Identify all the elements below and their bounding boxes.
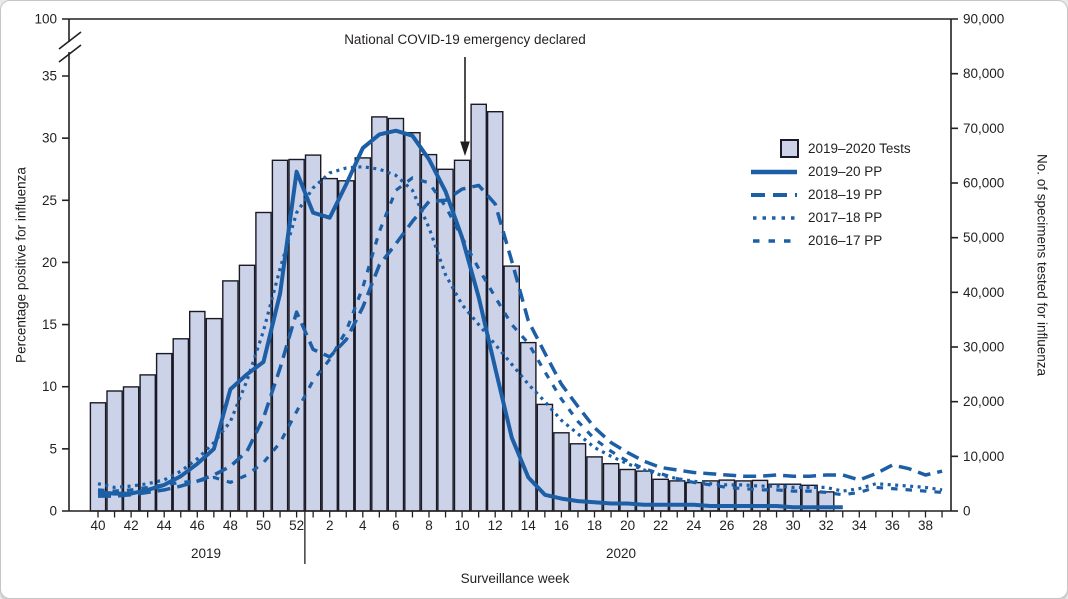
x-tick-label-week-12: 12 bbox=[488, 518, 503, 533]
annotation-arrowhead-icon bbox=[460, 141, 470, 156]
legend: 2019–2020 Tests 2019–20 PP 2018–19 PP 20… bbox=[749, 139, 911, 249]
legend-bar-swatch bbox=[749, 139, 799, 158]
tests-bar-week-11 bbox=[470, 103, 488, 512]
legend-item-2016-17-pp: 2016–17 PP bbox=[749, 232, 911, 249]
x-tick-label-week-44: 44 bbox=[157, 518, 173, 533]
tests-bar-week-12 bbox=[486, 110, 504, 512]
y-right-axis-title: No. of specimens tested for influenza bbox=[1034, 153, 1050, 377]
year-label-2020: 2020 bbox=[605, 546, 637, 561]
x-tick-label-week-36: 36 bbox=[885, 518, 900, 533]
x-axis-title: Surveillance week bbox=[460, 571, 570, 586]
y-left-tick-label-15: 15 bbox=[42, 317, 57, 332]
y-left-tick-label-35: 35 bbox=[42, 69, 57, 84]
tests-bar-week-47 bbox=[205, 317, 223, 512]
x-tick-label-week-16: 16 bbox=[554, 518, 569, 533]
tests-bar-week-49 bbox=[238, 264, 256, 512]
x-tick-label-week-24: 24 bbox=[686, 518, 702, 533]
x-tick-label-week-34: 34 bbox=[852, 518, 868, 533]
year-label-2019: 2019 bbox=[190, 546, 222, 561]
x-tick-label-week-38: 38 bbox=[918, 518, 933, 533]
x-tick-label-week-42: 42 bbox=[124, 518, 139, 533]
x-tick-label-week-14: 14 bbox=[521, 518, 537, 533]
tests-bar-week-4 bbox=[354, 157, 372, 512]
y-left-tick-label-5: 5 bbox=[49, 441, 57, 456]
tests-bar-week-13 bbox=[503, 265, 521, 512]
y-right-tick-label-30000: 30,000 bbox=[963, 340, 1004, 355]
y-left-axis-title: Percentage positive for influenza bbox=[13, 167, 29, 363]
legend-label: 2018–19 PP bbox=[808, 187, 883, 202]
legend-solid-line-swatch bbox=[749, 168, 799, 176]
legend-item-2019-20-pp: 2019–20 PP bbox=[749, 163, 911, 180]
y-left-tick-label-20: 20 bbox=[42, 255, 57, 270]
legend-item-2017-18-pp: 2017–18 PP bbox=[749, 209, 911, 226]
line-2018-19-pp bbox=[98, 183, 943, 498]
y-left-tick-label-100: 100 bbox=[34, 12, 57, 27]
y-right-tick-label-70000: 70,000 bbox=[963, 121, 1004, 136]
x-tick-label-week-20: 20 bbox=[620, 518, 635, 533]
y-right-tick-label-90000: 90,000 bbox=[963, 12, 1004, 27]
y-right-tick-label-20000: 20,000 bbox=[963, 394, 1004, 409]
legend-dotted-swatch bbox=[749, 214, 799, 222]
annotation-covid-emergency: National COVID-19 emergency declared bbox=[344, 32, 586, 47]
line-2019-20-pp bbox=[97, 128, 843, 510]
x-tick-label-week-4: 4 bbox=[359, 518, 367, 533]
x-tick-label-week-50: 50 bbox=[256, 518, 271, 533]
x-tick-label-week-30: 30 bbox=[786, 518, 801, 533]
x-tick-label-week-46: 46 bbox=[190, 518, 205, 533]
tests-bar-week-51 bbox=[271, 159, 289, 512]
y-left-tick-label-30: 30 bbox=[42, 131, 57, 146]
legend-item-2018-19-pp: 2018–19 PP bbox=[749, 186, 911, 203]
x-tick-label-week-22: 22 bbox=[653, 518, 668, 533]
axis-break-slash-1 bbox=[58, 31, 82, 50]
y-right-tick-label-60000: 60,000 bbox=[963, 176, 1004, 191]
x-tick-label-week-48: 48 bbox=[223, 518, 238, 533]
legend-label: 2019–20 PP bbox=[808, 164, 883, 179]
legend-label: 2017–18 PP bbox=[808, 210, 883, 225]
x-tick-label-week-8: 8 bbox=[425, 518, 433, 533]
legend-label: 2016–17 PP bbox=[808, 233, 883, 248]
axis-break-slash-2 bbox=[58, 44, 82, 63]
y-right-tick-label-0: 0 bbox=[963, 504, 971, 519]
legend-label: 2019–2020 Tests bbox=[808, 141, 911, 156]
y-right-tick-label-40000: 40,000 bbox=[963, 285, 1004, 300]
tests-bar-week-10 bbox=[453, 159, 471, 512]
x-tick-label-week-26: 26 bbox=[719, 518, 734, 533]
legend-long-dash-swatch bbox=[749, 191, 799, 199]
x-tick-label-week-18: 18 bbox=[587, 518, 602, 533]
tests-bar-week-2 bbox=[321, 177, 339, 512]
y-right-tick-label-50000: 50,000 bbox=[963, 230, 1004, 245]
x-tick-label-week-2: 2 bbox=[326, 518, 334, 533]
legend-item-tests: 2019–2020 Tests bbox=[749, 139, 911, 158]
tests-bar-week-5 bbox=[371, 116, 388, 512]
x-tick-label-week-10: 10 bbox=[455, 518, 470, 533]
x-tick-label-week-28: 28 bbox=[752, 518, 767, 533]
x-tick-label-week-32: 32 bbox=[819, 518, 834, 533]
tests-bar-week-9 bbox=[437, 168, 454, 512]
x-tick-label-week-40: 40 bbox=[90, 518, 105, 533]
y-right-tick-label-10000: 10,000 bbox=[963, 449, 1004, 464]
y-left-tick-label-0: 0 bbox=[49, 504, 57, 519]
line-2017-18-pp bbox=[97, 165, 943, 493]
y-right-tick-label-80000: 80,000 bbox=[963, 66, 1004, 81]
x-tick-label-week-6: 6 bbox=[392, 518, 400, 533]
y-left-tick-label-25: 25 bbox=[42, 193, 57, 208]
y-left-tick-label-10: 10 bbox=[42, 379, 57, 394]
x-tick-label-week-52: 52 bbox=[289, 518, 304, 533]
legend-short-dash-swatch bbox=[749, 237, 799, 245]
